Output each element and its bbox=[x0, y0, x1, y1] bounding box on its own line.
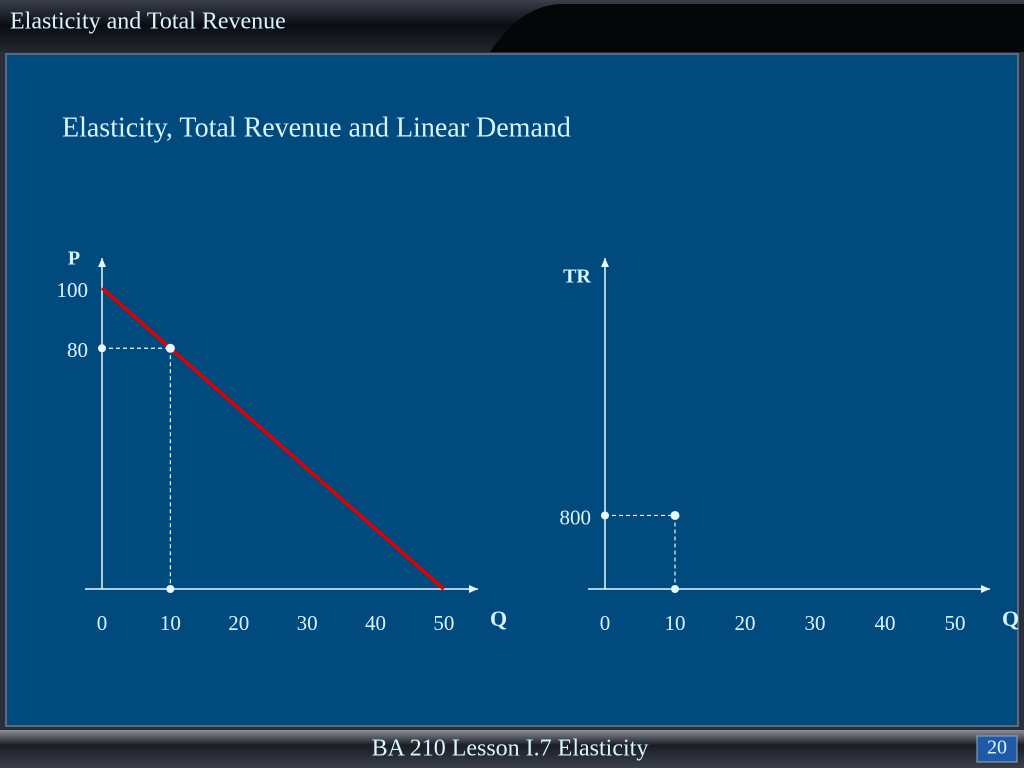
subtitle: Elasticity, Total Revenue and Linear Dem… bbox=[62, 112, 571, 143]
content-area bbox=[5, 53, 1019, 727]
y-arrow bbox=[601, 258, 609, 267]
footer-text: BA 210 Lesson I.7 Elasticity bbox=[372, 736, 649, 762]
x-axis-label: Q bbox=[1002, 606, 1019, 631]
y-axis-label: TR bbox=[563, 266, 591, 288]
header-title: Elasticity and Total Revenue bbox=[10, 9, 286, 35]
x-tick-label: 30 bbox=[805, 611, 826, 635]
x-axis-label: Q bbox=[490, 606, 507, 631]
x-tick-label: 0 bbox=[97, 611, 108, 635]
header-shape bbox=[370, 4, 1024, 52]
point-x-axis bbox=[671, 585, 679, 593]
demand-line bbox=[100, 286, 445, 591]
x-tick-label: 10 bbox=[160, 611, 181, 635]
point bbox=[670, 510, 680, 520]
x-tick-label: 20 bbox=[228, 611, 249, 635]
x-arrow bbox=[981, 585, 990, 593]
x-tick-label: 20 bbox=[735, 611, 756, 635]
y-tick-label: 100 bbox=[57, 278, 89, 302]
point-x-axis bbox=[166, 585, 175, 593]
x-tick-label: 40 bbox=[875, 611, 896, 635]
y-arrow bbox=[98, 258, 106, 267]
point-y-axis bbox=[98, 344, 106, 353]
x-arrow bbox=[469, 585, 478, 593]
page-number: 20 bbox=[987, 737, 1007, 759]
x-tick-label: 30 bbox=[297, 611, 318, 635]
page-box bbox=[976, 735, 1018, 763]
point bbox=[165, 343, 175, 353]
x-tick-label: 0 bbox=[600, 611, 611, 635]
x-tick-label: 50 bbox=[945, 611, 966, 635]
y-tick-label: 80 bbox=[67, 338, 88, 362]
footer-bar bbox=[0, 730, 1024, 768]
point-y-axis bbox=[601, 511, 609, 520]
x-tick-label: 10 bbox=[665, 611, 686, 635]
x-tick-label: 40 bbox=[365, 611, 386, 635]
y-tick-label: 800 bbox=[560, 505, 592, 529]
y-axis-label: P bbox=[68, 248, 80, 270]
x-tick-label: 50 bbox=[433, 611, 454, 635]
